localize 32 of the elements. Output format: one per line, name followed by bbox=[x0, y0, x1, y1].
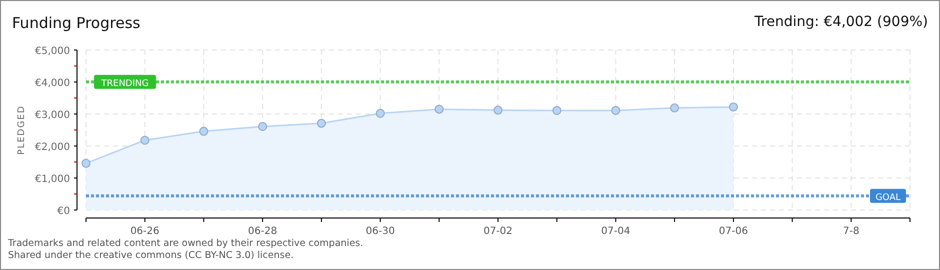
text: Trending: €4,002 (909%) bbox=[753, 14, 928, 30]
y-tick-label: €3,000 bbox=[35, 110, 70, 121]
ref-line-label: TRENDING bbox=[100, 78, 149, 89]
y-tick-label: €0 bbox=[57, 206, 70, 217]
x-tick-label: 06-26 bbox=[130, 226, 160, 237]
point bbox=[728, 102, 738, 112]
y-tick-label: €4,000 bbox=[35, 78, 70, 89]
x-tick-label: 07-04 bbox=[601, 226, 630, 237]
point bbox=[140, 136, 150, 145]
text: Trademarks and related content are owned by their respective companies. bbox=[7, 238, 364, 249]
point bbox=[376, 108, 385, 118]
y-tick-label: €1,000 bbox=[35, 174, 70, 185]
point bbox=[494, 106, 502, 115]
chart-title: Funding Progress bbox=[12, 14, 141, 32]
point bbox=[552, 106, 562, 115]
y-tick-label: €5,000 bbox=[35, 46, 70, 57]
ref-line-label: GOAL bbox=[875, 192, 901, 203]
point bbox=[82, 158, 90, 168]
y-tick-label: €2,000 bbox=[35, 142, 70, 153]
point bbox=[199, 126, 208, 136]
text: Shared under the creative commons (CC BY-NC 3.0) license. bbox=[8, 250, 294, 261]
point bbox=[258, 122, 268, 131]
y-axis-title: PLEDGED bbox=[17, 105, 27, 155]
point bbox=[670, 103, 680, 112]
point bbox=[434, 104, 444, 114]
point bbox=[611, 106, 620, 115]
x-tick-label: 06-30 bbox=[366, 226, 395, 237]
x-tick-label: 06-28 bbox=[248, 226, 278, 237]
point bbox=[316, 118, 326, 128]
x-tick-label: 07-02 bbox=[483, 226, 513, 237]
x-tick-label: 07-06 bbox=[718, 226, 748, 237]
x-tick-label: 7-8 bbox=[842, 226, 860, 237]
